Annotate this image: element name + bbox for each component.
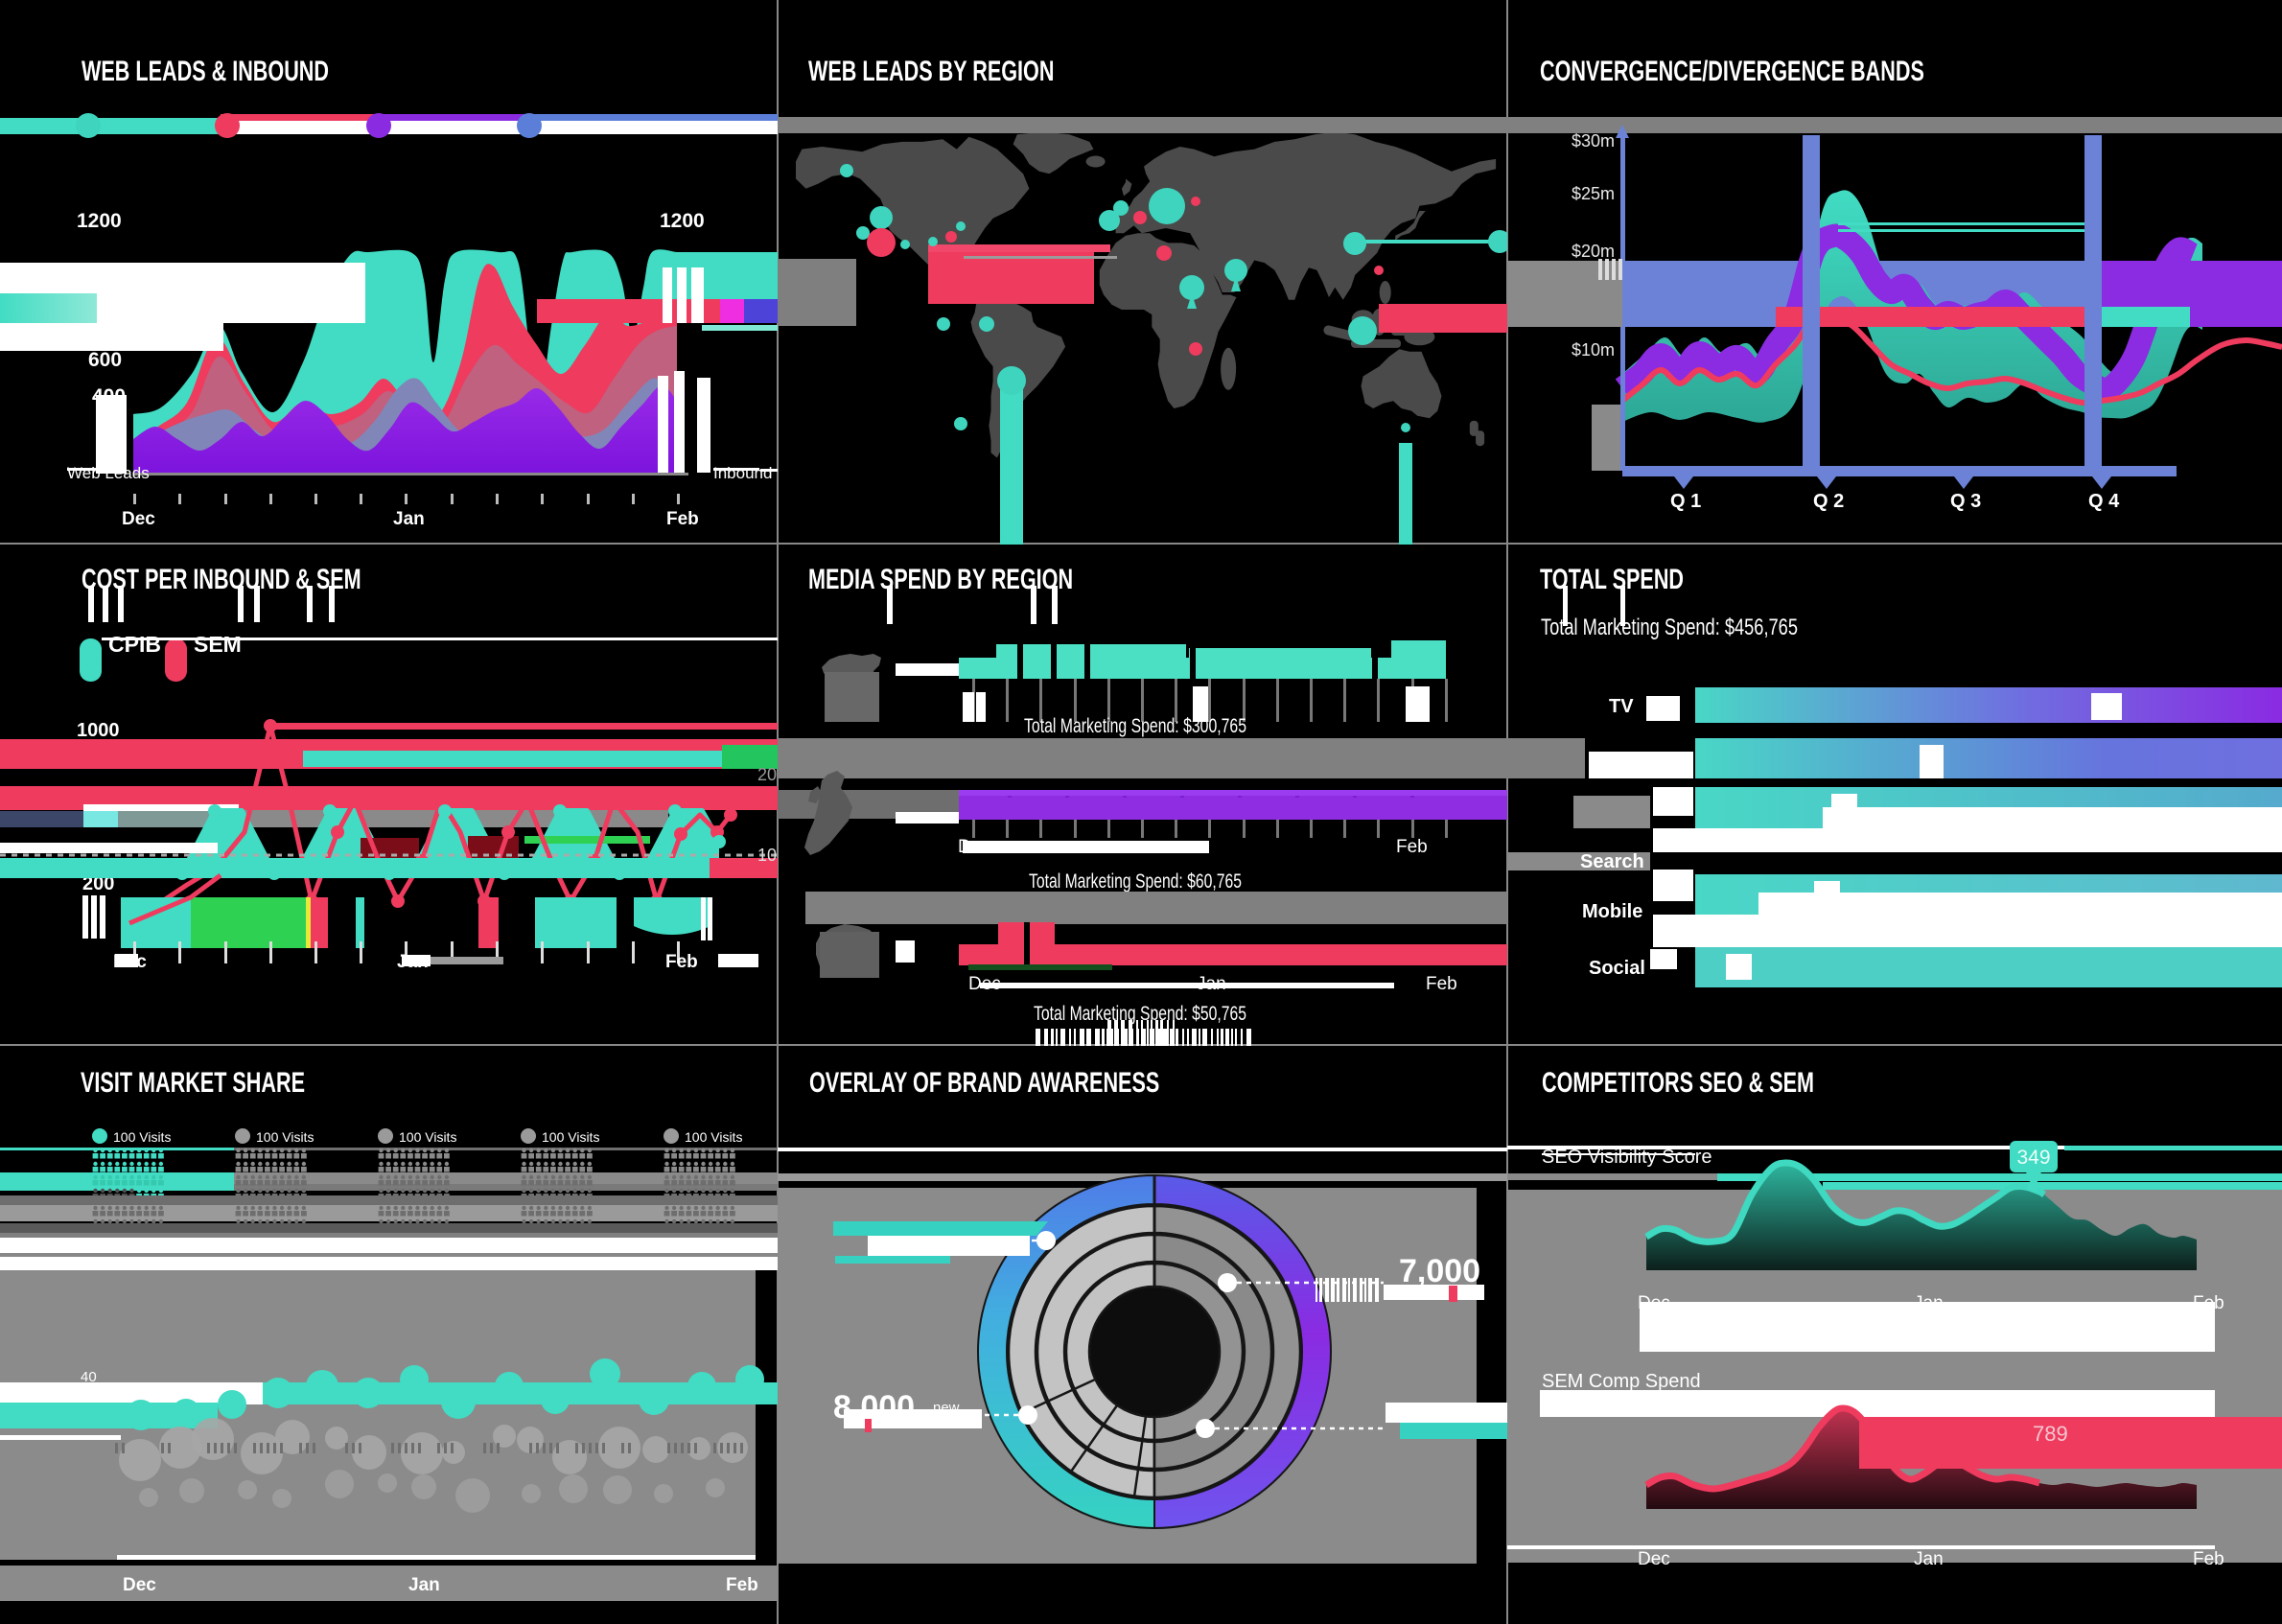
svg-text:$30m: $30m: [1572, 131, 1615, 151]
svg-text:Feb: Feb: [1396, 837, 1428, 857]
svg-text:Inbound: Inbound: [713, 464, 772, 482]
svg-text:Total Marketing Spend: $50,765: Total Marketing Spend: $50,765: [1034, 1003, 1246, 1025]
svg-text:100 Visits: 100 Visits: [113, 1129, 171, 1145]
svg-text:Q 2: Q 2: [1813, 491, 1844, 512]
svg-text:Feb: Feb: [726, 1575, 758, 1595]
svg-text:TV: TV: [1609, 696, 1634, 717]
svg-text:Dec: Dec: [123, 1575, 156, 1595]
svg-text:Dec: Dec: [113, 952, 147, 972]
svg-text:Jan: Jan: [393, 509, 425, 529]
svg-text:Jan: Jan: [1197, 974, 1226, 994]
svg-text:400: 400: [92, 385, 126, 407]
svg-text:Dec: Dec: [958, 837, 990, 857]
svg-text:Total Marketing Spend: $300,76: Total Marketing Spend: $300,765: [1024, 715, 1246, 737]
svg-text:1200: 1200: [77, 210, 122, 232]
svg-text:SEM: SEM: [194, 632, 242, 657]
svg-text:$10m: $10m: [1572, 340, 1615, 360]
svg-text:200: 200: [82, 873, 114, 894]
svg-text:349: 349: [2016, 1147, 2050, 1169]
svg-text:Search: Search: [1580, 851, 1644, 872]
svg-text:Total Marketing Spend: $456,76: Total Marketing Spend: $456,765: [1541, 615, 1798, 640]
svg-text:Feb: Feb: [1426, 974, 1457, 994]
svg-text:10: 10: [757, 846, 777, 865]
svg-text:Jan: Jan: [1914, 1549, 1944, 1569]
svg-text:Jan: Jan: [408, 1575, 440, 1595]
svg-text:789: 789: [2033, 1422, 2068, 1446]
svg-text:SEM Comp Spend: SEM Comp Spend: [1542, 1371, 1701, 1392]
svg-text:new: new: [933, 1400, 960, 1416]
svg-text:Q 3: Q 3: [1950, 491, 1981, 512]
svg-text:CPIB: CPIB: [108, 632, 161, 657]
svg-text:Total Marketing Spend: $60,765: Total Marketing Spend: $60,765: [1029, 870, 1242, 893]
svg-text:Feb: Feb: [2193, 1549, 2224, 1569]
svg-text:Q 4: Q 4: [2088, 491, 2120, 512]
svg-text:100 Visits: 100 Visits: [542, 1129, 599, 1145]
svg-text:40: 40: [81, 1369, 97, 1385]
svg-text:Mobile: Mobile: [1582, 901, 1642, 922]
svg-text:Social: Social: [1589, 958, 1645, 979]
svg-text:$25m: $25m: [1572, 184, 1615, 203]
svg-text:Dec: Dec: [1638, 1549, 1670, 1569]
svg-text:$20m: $20m: [1572, 242, 1615, 261]
svg-text:100 Visits: 100 Visits: [399, 1129, 456, 1145]
svg-text:100 Visits: 100 Visits: [685, 1129, 742, 1145]
svg-text:Dec: Dec: [122, 509, 155, 529]
svg-text:Q 1: Q 1: [1670, 491, 1701, 512]
svg-text:1200: 1200: [660, 210, 705, 232]
svg-text:Web Leads: Web Leads: [67, 464, 150, 482]
svg-text:Jan: Jan: [397, 952, 429, 972]
svg-text:1000: 1000: [77, 720, 120, 741]
svg-text:20: 20: [757, 765, 777, 784]
svg-text:SEO Visibility Score: SEO Visibility Score: [1542, 1147, 1712, 1168]
svg-text:7,000: 7,000: [1399, 1253, 1480, 1289]
svg-text:100 Visits: 100 Visits: [256, 1129, 314, 1145]
svg-text:600: 600: [88, 349, 122, 371]
svg-text:Feb: Feb: [665, 952, 698, 972]
svg-text:Feb: Feb: [666, 509, 699, 529]
